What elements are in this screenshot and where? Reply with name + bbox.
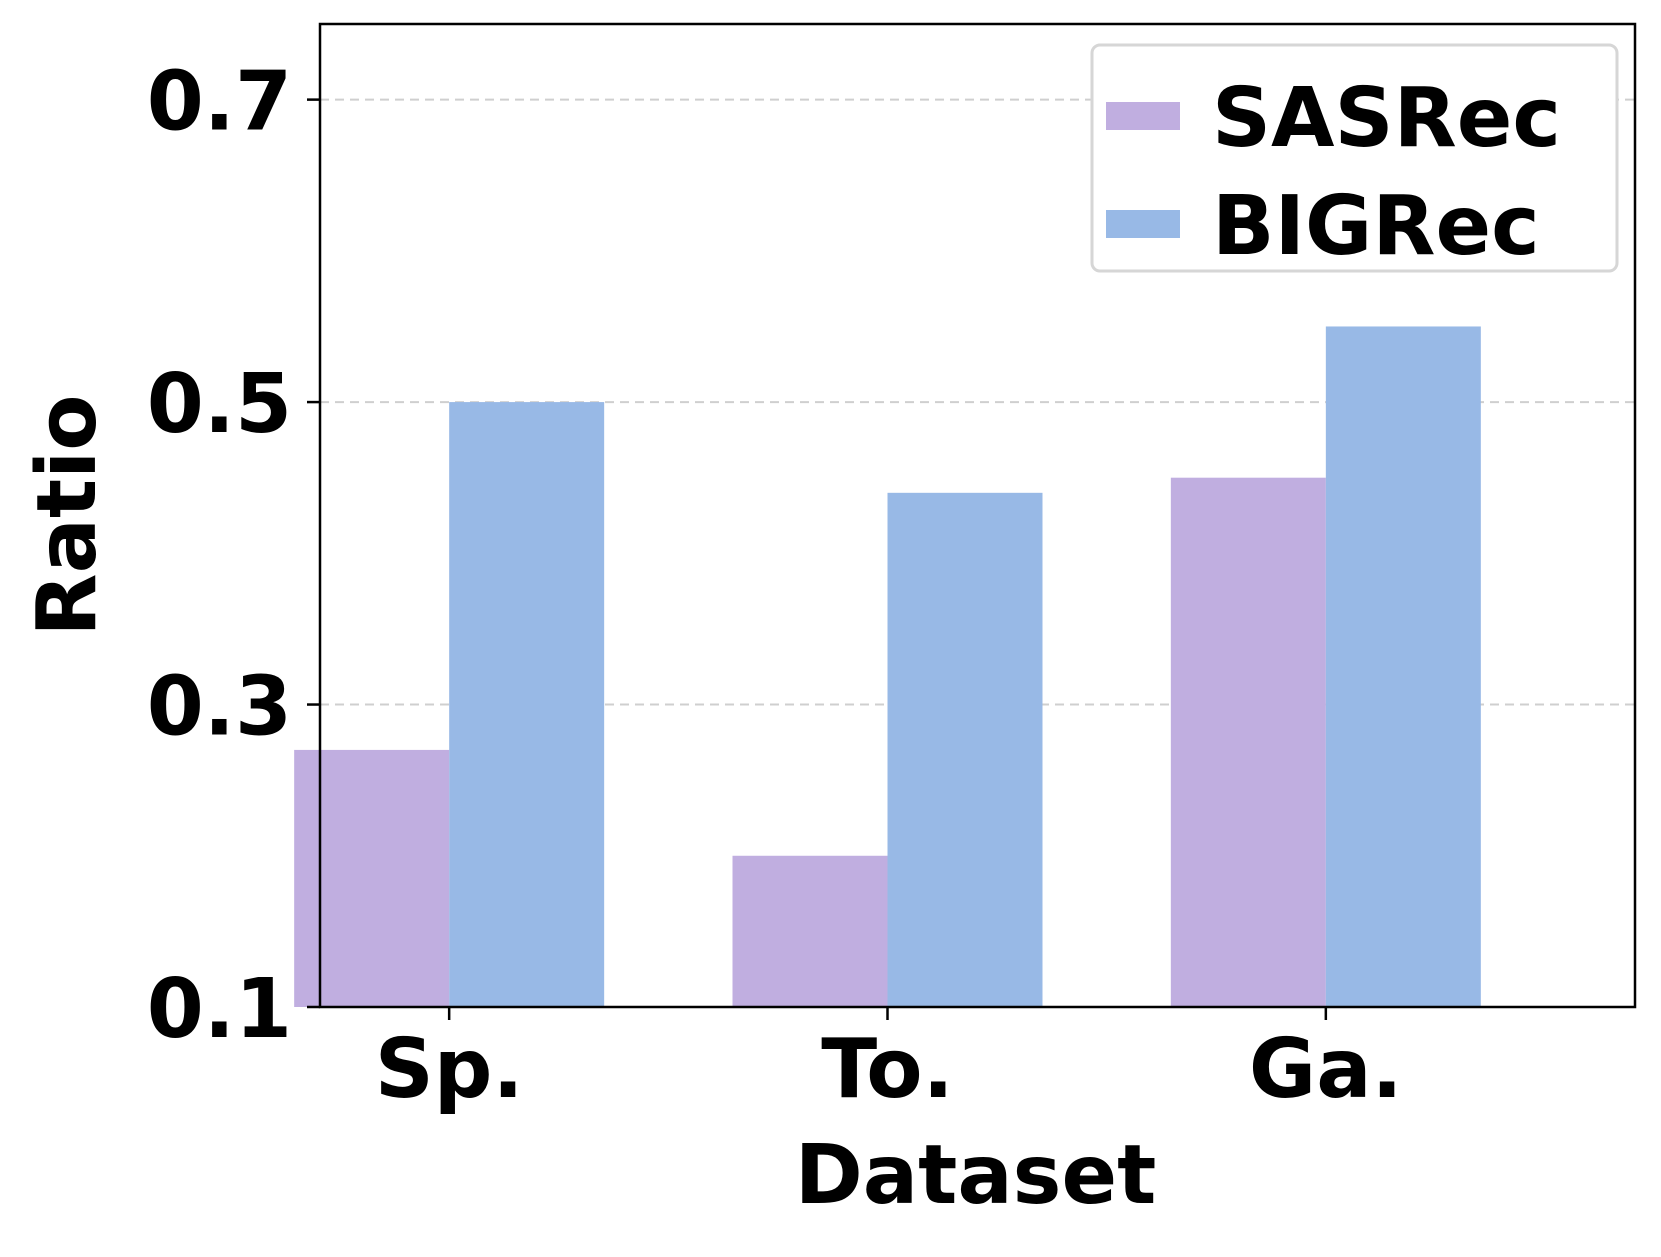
- legend-label-sasrec: SASRec: [1212, 71, 1561, 166]
- y-axis: 0.1 0.3 0.5 0.7: [147, 55, 320, 1057]
- legend: SASRec BIGRec: [1090, 43, 1619, 274]
- plot-frame: [318, 22, 1637, 1009]
- y-axis-label: Ratio: [20, 394, 115, 636]
- x-axis-label: Dataset: [795, 1128, 1157, 1223]
- y-tick-label: 0.7: [147, 55, 292, 150]
- y-tick-label: 0.5: [147, 357, 292, 452]
- bar-bigrec-to: [887, 492, 1043, 1007]
- bar-sasrec-ga: [1170, 477, 1326, 1007]
- bar-bigrec-sp: [449, 402, 605, 1008]
- bar-sasrec-sp: [294, 749, 450, 1007]
- x-tick-label: Ga.: [1249, 1022, 1403, 1117]
- y-tick-label: 0.3: [147, 660, 292, 755]
- bars: [294, 326, 1481, 1008]
- legend-swatch-bigrec: [1106, 210, 1180, 238]
- legend-label-bigrec: BIGRec: [1212, 179, 1540, 274]
- y-tick-label: 0.1: [147, 962, 292, 1057]
- x-axis: Sp. To. Ga.: [375, 1007, 1403, 1117]
- x-tick-label: Sp.: [375, 1022, 524, 1117]
- x-tick-label: To.: [821, 1022, 954, 1117]
- bar-bigrec-ga: [1325, 326, 1481, 1007]
- bar-sasrec-to: [732, 855, 888, 1007]
- legend-swatch-sasrec: [1106, 102, 1180, 130]
- legend-box: [1090, 43, 1619, 273]
